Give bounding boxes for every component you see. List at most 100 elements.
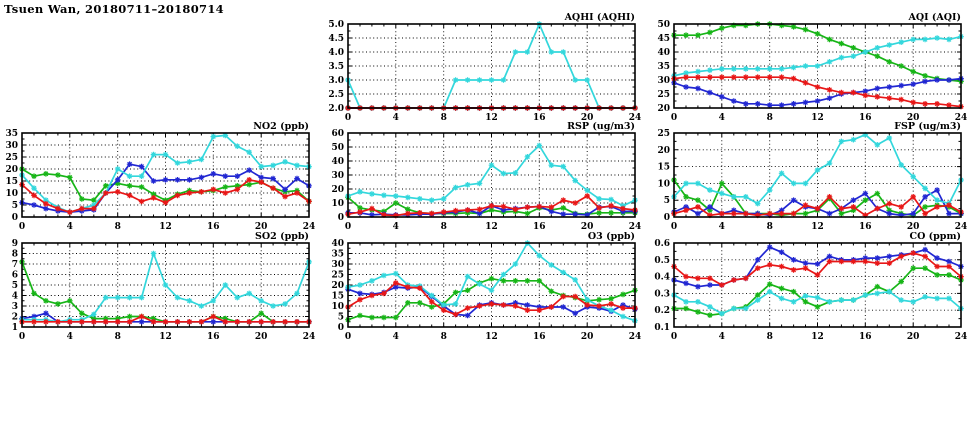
svg-text:8: 8 (12, 250, 18, 260)
svg-text:15: 15 (331, 292, 344, 302)
plot-area-fsp: 0 5 10 15 20 25 0 4 8 12 16 20 24 (657, 129, 968, 232)
svg-text:8: 8 (115, 332, 121, 342)
svg-text:8: 8 (767, 332, 773, 342)
svg-text:25: 25 (5, 153, 18, 163)
svg-text:16: 16 (207, 222, 220, 232)
svg-text:0: 0 (345, 222, 351, 232)
svg-text:12: 12 (485, 222, 498, 232)
svg-text:24: 24 (629, 113, 642, 123)
svg-text:5: 5 (664, 196, 670, 206)
svg-text:12: 12 (485, 113, 498, 123)
chart-o3-title: O3 (ppb) (587, 231, 635, 242)
chart-o3: 0 5 10 15 20 25 30 35 40 0 4 8 12 16 20 24 O3 (ppb) (318, 230, 645, 343)
plot-area-co: 0.1 0.2 0.3 0.4 0.5 0.6 0 4 8 12 16 20 24 (654, 239, 967, 342)
svg-text:0: 0 (345, 332, 351, 342)
svg-text:12: 12 (811, 332, 824, 342)
svg-text:1: 1 (12, 323, 18, 333)
svg-text:4: 4 (12, 292, 18, 302)
svg-text:0: 0 (671, 113, 677, 123)
svg-text:15: 15 (657, 163, 670, 173)
svg-text:0.5: 0.5 (654, 256, 670, 266)
svg-text:2.0: 2.0 (328, 104, 344, 114)
svg-text:10: 10 (5, 189, 18, 199)
svg-text:20: 20 (5, 165, 18, 175)
svg-text:9: 9 (12, 239, 18, 249)
svg-text:24: 24 (303, 332, 316, 342)
svg-text:20: 20 (657, 104, 670, 114)
svg-text:16: 16 (533, 332, 546, 342)
svg-text:20: 20 (255, 332, 268, 342)
page-title: Tsuen Wan, 20180711–20180714 (4, 2, 224, 16)
svg-text:4: 4 (719, 332, 725, 342)
svg-text:35: 35 (5, 129, 18, 139)
svg-text:20: 20 (907, 332, 920, 342)
svg-text:4: 4 (67, 332, 73, 342)
chart-so2: 1 2 3 4 5 6 7 8 9 0 4 8 12 16 20 24 SO2 (ppb) (0, 230, 319, 343)
chart-fsp: 0 5 10 15 20 25 0 4 8 12 16 20 24 FSP (ug/m3) (644, 120, 971, 233)
svg-text:12: 12 (159, 222, 172, 232)
svg-text:15: 15 (5, 177, 18, 187)
svg-text:2: 2 (12, 313, 18, 323)
svg-text:45: 45 (657, 34, 670, 44)
svg-text:0.4: 0.4 (654, 273, 670, 283)
svg-text:8: 8 (441, 113, 447, 123)
svg-text:4: 4 (719, 222, 725, 232)
svg-text:30: 30 (5, 141, 18, 151)
svg-text:12: 12 (159, 332, 172, 342)
svg-text:7: 7 (12, 260, 18, 270)
svg-text:8: 8 (767, 113, 773, 123)
svg-text:5.0: 5.0 (328, 20, 344, 30)
svg-text:20: 20 (907, 222, 920, 232)
chart-co-title: CO (ppm) (909, 231, 961, 242)
svg-text:10: 10 (657, 179, 670, 189)
chart-no2-title: NO2 (ppb) (253, 121, 309, 132)
svg-text:16: 16 (859, 222, 872, 232)
svg-text:4: 4 (719, 113, 725, 123)
svg-text:4.0: 4.0 (328, 48, 344, 58)
chart-aqhi: 2.0 2.5 3.0 3.5 4.0 4.5 5.0 0 4 8 12 16 20 24 AQHI (A… (318, 11, 645, 124)
svg-text:20: 20 (331, 281, 344, 291)
plot-area-no2: 0 5 10 15 20 25 30 35 0 4 8 12 16 20 24 (5, 129, 315, 232)
svg-text:25: 25 (331, 271, 344, 281)
svg-text:0.1: 0.1 (654, 323, 670, 333)
svg-text:25: 25 (657, 129, 670, 139)
svg-text:4: 4 (393, 222, 399, 232)
svg-text:0.2: 0.2 (654, 306, 670, 316)
svg-text:10: 10 (331, 302, 344, 312)
svg-text:20: 20 (581, 222, 594, 232)
svg-text:0: 0 (19, 332, 25, 342)
svg-text:30: 30 (331, 260, 344, 270)
svg-text:0.3: 0.3 (654, 289, 670, 299)
svg-text:40: 40 (657, 48, 670, 58)
svg-text:40: 40 (331, 239, 344, 249)
svg-text:24: 24 (955, 222, 968, 232)
chart-fsp-title: FSP (ug/m3) (894, 121, 961, 132)
svg-text:16: 16 (859, 113, 872, 123)
svg-text:10: 10 (331, 199, 344, 209)
svg-text:0: 0 (671, 222, 677, 232)
plot-area-rsp: 0 10 20 30 40 50 60 0 4 8 12 16 20 24 (331, 129, 642, 232)
svg-text:8: 8 (441, 332, 447, 342)
svg-text:0: 0 (664, 213, 670, 223)
svg-text:3.5: 3.5 (328, 62, 344, 72)
svg-text:20: 20 (657, 146, 670, 156)
svg-text:40: 40 (331, 157, 344, 167)
svg-text:0: 0 (345, 113, 351, 123)
svg-text:20: 20 (581, 113, 594, 123)
svg-text:5: 5 (12, 281, 18, 291)
svg-text:0: 0 (338, 213, 344, 223)
svg-text:24: 24 (629, 222, 642, 232)
chart-so2-title: SO2 (ppb) (255, 231, 309, 242)
svg-text:60: 60 (331, 129, 344, 139)
svg-text:25: 25 (657, 90, 670, 100)
svg-text:50: 50 (657, 20, 670, 30)
svg-text:20: 20 (581, 332, 594, 342)
svg-text:16: 16 (533, 113, 546, 123)
svg-text:20: 20 (331, 185, 344, 195)
svg-text:0.6: 0.6 (654, 239, 670, 249)
chart-aqhi-title: AQHI (AQHI) (564, 12, 635, 23)
svg-text:0: 0 (19, 222, 25, 232)
chart-no2: 0 5 10 15 20 25 30 35 0 4 8 12 16 20 24 NO2 (ppb) (0, 120, 319, 233)
svg-text:24: 24 (629, 332, 642, 342)
